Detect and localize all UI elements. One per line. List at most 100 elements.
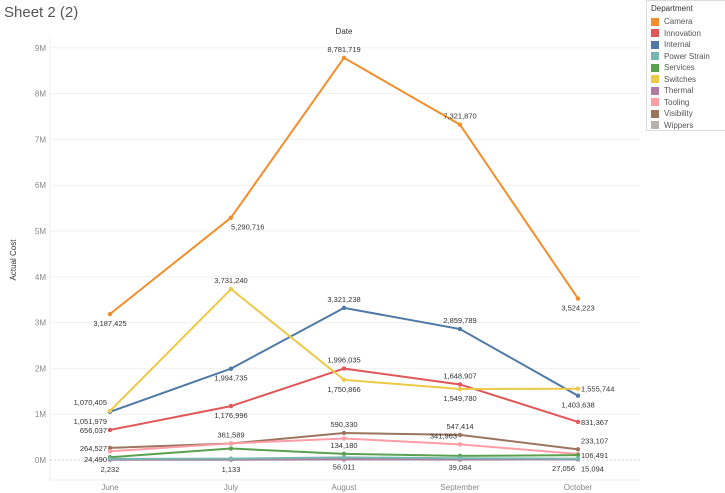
legend-item[interactable]: Internal xyxy=(647,39,725,51)
legend-item[interactable]: Power Strain xyxy=(647,51,725,63)
data-label: 3,731,240 xyxy=(214,276,247,285)
data-point xyxy=(575,386,581,391)
data-label: 341,963 xyxy=(430,431,457,440)
legend-item[interactable]: Thermal xyxy=(647,85,725,97)
data-label: 134,180 xyxy=(330,441,357,450)
legend-label: Services xyxy=(664,63,695,73)
data-label: 361,589 xyxy=(217,430,244,439)
y-tick-label: 1M xyxy=(35,410,46,419)
data-point xyxy=(575,296,581,301)
data-point xyxy=(341,305,347,311)
data-point xyxy=(457,382,463,387)
legend-swatch xyxy=(651,98,659,107)
legend-swatch xyxy=(651,75,659,84)
data-label: 264,527 xyxy=(80,444,107,453)
data-label: 3,524,223 xyxy=(561,304,594,313)
y-tick-label: 9M xyxy=(35,44,46,53)
data-label: 56,011 xyxy=(333,462,355,471)
data-label: 24,490 xyxy=(84,455,107,464)
legend-item[interactable]: Camera xyxy=(647,16,725,28)
legend-label: Thermal xyxy=(664,86,694,96)
data-label: 1,996,035 xyxy=(327,356,360,365)
data-point xyxy=(457,442,463,447)
legend-swatch xyxy=(651,109,659,118)
data-point xyxy=(228,215,234,220)
data-point xyxy=(457,386,463,392)
data-point xyxy=(341,377,347,383)
legend-label: Visibility xyxy=(664,109,693,119)
data-label: 5,290,716 xyxy=(231,223,264,232)
y-tick-label: 3M xyxy=(35,319,46,328)
sheet-title: Sheet 2 (2) xyxy=(4,4,79,21)
series-line-camera xyxy=(109,56,579,315)
data-point xyxy=(457,456,463,461)
data-point xyxy=(341,55,347,60)
data-point xyxy=(341,430,347,436)
legend-label: Power Strain xyxy=(664,51,710,61)
data-point xyxy=(228,403,234,409)
legend-item[interactable]: Visibility xyxy=(647,108,725,120)
y-tick-label: 7M xyxy=(35,135,46,144)
legend-item[interactable]: Switches xyxy=(647,74,725,86)
data-label: 1,994,735 xyxy=(214,374,247,383)
data-label: 15,094 xyxy=(581,464,604,473)
data-point xyxy=(107,449,113,454)
legend-item[interactable]: Tooling xyxy=(647,97,725,109)
legend-label: Innovation xyxy=(664,28,701,38)
data-point xyxy=(107,445,113,451)
legend-swatch xyxy=(651,52,659,61)
legend-label: Tooling xyxy=(664,97,690,107)
legend-swatch xyxy=(651,86,659,95)
legend-label: Camera xyxy=(664,17,693,27)
y-tick-label: 2M xyxy=(35,364,46,373)
data-point xyxy=(107,427,113,433)
data-point xyxy=(457,122,463,127)
data-label: 1,070,405 xyxy=(74,398,107,407)
data-point xyxy=(228,366,234,371)
data-point xyxy=(341,366,347,371)
y-tick-label: 6M xyxy=(35,181,46,190)
data-label: 1,555,744 xyxy=(581,385,614,394)
legend-title: Department xyxy=(651,4,693,13)
data-label: 7,321,870 xyxy=(443,112,476,121)
data-point xyxy=(341,455,347,460)
data-label: 1,549,780 xyxy=(443,394,476,403)
data-label: 1,176,996 xyxy=(214,411,247,420)
data-label: 831,367 xyxy=(581,418,608,427)
x-tick-label: July xyxy=(224,483,238,492)
data-label: 547,414 xyxy=(446,422,473,431)
data-point xyxy=(341,436,347,441)
data-point xyxy=(107,408,113,414)
data-point xyxy=(457,432,463,438)
legend-swatch xyxy=(651,17,659,26)
data-label: 2,859,789 xyxy=(443,316,476,325)
y-tick-label: 4M xyxy=(35,273,46,282)
data-label: 2,232 xyxy=(101,465,120,474)
legend-item[interactable]: Services xyxy=(647,62,725,74)
data-label: 3,321,238 xyxy=(327,295,360,304)
y-axis-title: Actual Cost xyxy=(9,239,18,281)
x-axis-title: Date xyxy=(336,27,353,36)
data-label: 1,750,866 xyxy=(327,385,360,394)
data-point xyxy=(228,456,234,461)
legend-item[interactable]: Wippers xyxy=(647,120,725,132)
data-label: 39,084 xyxy=(449,463,472,472)
y-tick-label: 8M xyxy=(35,90,46,99)
legend-swatch xyxy=(651,63,659,72)
data-label: 106,491 xyxy=(581,451,608,460)
x-tick-label: June xyxy=(101,483,119,492)
data-label: 1,648,907 xyxy=(443,371,476,380)
data-point xyxy=(228,446,234,451)
line-chart: 0M 1M 2M 3M 4M 5M 6M 7M 8M 9M June July August Septem… xyxy=(9,27,640,492)
data-label: 8,781,719 xyxy=(327,45,360,54)
legend-swatch xyxy=(651,121,659,130)
legend-swatch xyxy=(651,40,659,49)
data-point xyxy=(457,326,463,332)
legend-item[interactable]: Innovation xyxy=(647,28,725,40)
legend-label: Wippers xyxy=(664,120,694,130)
legend-label: Switches xyxy=(664,74,697,84)
data-point xyxy=(575,456,581,461)
data-label: 1,051,979 xyxy=(74,417,107,426)
data-label: 1,403,638 xyxy=(561,401,594,410)
data-point xyxy=(575,393,581,398)
